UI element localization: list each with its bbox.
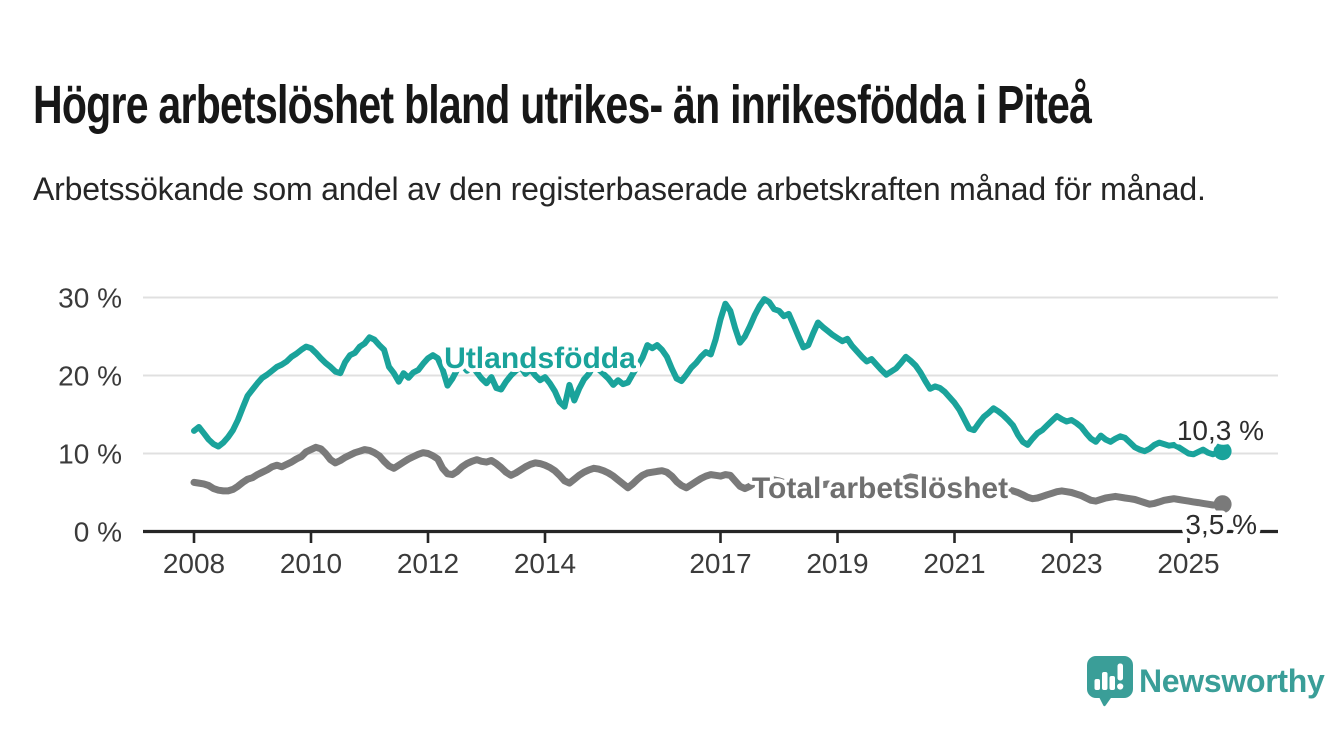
bar-1 xyxy=(1094,679,1100,690)
x-axis-label-2021: 2021 xyxy=(923,548,985,579)
y-axis-label-30: 30 % xyxy=(58,283,122,314)
exclamation-dot xyxy=(1117,683,1124,690)
axis-layer: 2008 2010 2012 2014 2017 2019 2021 2023 2025 xyxy=(143,529,1278,579)
line-utlandsfodda xyxy=(191,296,1226,458)
x-axis-label-2014: 2014 xyxy=(514,548,576,579)
speech-bubble-tail xyxy=(1098,695,1113,707)
brand-name: Newsworthy xyxy=(1139,663,1325,699)
y-axis-label-10: 10 % xyxy=(58,439,122,470)
chart-subtitle: Arbetssökande som andel av den registerb… xyxy=(33,171,1206,207)
x-axis-label-2023: 2023 xyxy=(1040,548,1102,579)
end-dot-total-arbetsloshet xyxy=(1213,495,1232,514)
end-dot-utlandsfodda xyxy=(1213,442,1232,461)
x-axis-label-2019: 2019 xyxy=(806,548,868,579)
end-value-label-total-arbetsloshet: 3,5 % xyxy=(1185,509,1257,540)
newsworthy-logo-icon xyxy=(1087,656,1133,707)
bar-3 xyxy=(1109,676,1115,690)
end-value-label-utlandsfodda: 10,3 % xyxy=(1177,415,1264,446)
y-axis-label-20: 20 % xyxy=(58,361,122,392)
series-label-total-arbetsloshet: Total arbetslöshet xyxy=(752,472,1008,505)
x-axis-label-2025: 2025 xyxy=(1157,548,1219,579)
y-axis-label-0: 0 % xyxy=(74,517,122,548)
bar-2 xyxy=(1102,672,1108,690)
exclamation-bar xyxy=(1117,663,1123,681)
series-layer xyxy=(190,296,1232,514)
gridline-layer: 30 % 20 % 10 % 0 % xyxy=(58,283,1278,548)
series-label-utlandsfodda: Utlandsfödda xyxy=(444,342,636,375)
line-total-arbetsloshet xyxy=(190,443,1227,509)
x-axis-label-2017: 2017 xyxy=(689,548,751,579)
x-axis-label-2012: 2012 xyxy=(397,548,459,579)
chart-title: Högre arbetslöshet bland utrikes- än inr… xyxy=(33,75,1092,136)
x-axis-label-2010: 2010 xyxy=(280,548,342,579)
x-axis-label-2008: 2008 xyxy=(163,548,225,579)
